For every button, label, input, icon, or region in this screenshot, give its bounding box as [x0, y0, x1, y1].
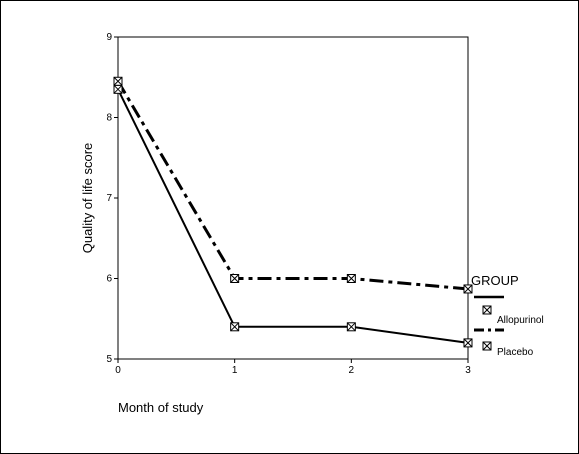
data-point-placebo	[463, 284, 473, 294]
data-point-placebo	[113, 76, 123, 86]
data-point-placebo	[230, 274, 240, 283]
legend-marker	[482, 305, 492, 315]
series-layer	[113, 76, 473, 348]
data-point-allopurinol	[346, 322, 356, 332]
legend-title: GROUP	[471, 273, 519, 288]
series-line-allopurinol	[117, 88, 469, 344]
y-tick-label: 6	[106, 274, 112, 285]
x-tick-label: 1	[232, 365, 238, 376]
data-point-allopurinol	[113, 84, 123, 94]
x-axis-title: Month of study	[118, 400, 204, 415]
series-line-placebo	[116, 80, 469, 291]
legend-marker	[482, 341, 492, 351]
data-point-placebo	[346, 274, 356, 283]
y-axis-ticks: 5 6 7 8 9	[106, 32, 118, 365]
y-tick-label: 8	[106, 113, 112, 124]
plot-area	[117, 36, 469, 360]
legend-label-placebo: Placebo	[497, 347, 534, 358]
data-point-allopurinol	[230, 322, 240, 332]
legend: GROUP Allopurinol Placebo	[471, 273, 544, 358]
y-axis-title: Quality of life score	[80, 143, 95, 254]
data-point-allopurinol	[463, 338, 473, 348]
x-tick-label: 2	[349, 365, 355, 376]
x-tick-label: 0	[115, 365, 121, 376]
x-tick-label: 3	[465, 365, 471, 376]
y-tick-label: 5	[106, 354, 112, 365]
legend-label-allopurinol: Allopurinol	[497, 315, 544, 326]
y-tick-label: 7	[106, 193, 112, 204]
x-axis-ticks: 0 1 2 3	[115, 359, 471, 376]
y-tick-label: 9	[106, 32, 112, 43]
